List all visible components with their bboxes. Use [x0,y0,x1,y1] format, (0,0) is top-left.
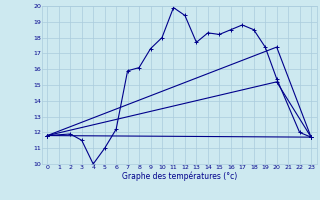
X-axis label: Graphe des températures (°c): Graphe des températures (°c) [122,172,237,181]
